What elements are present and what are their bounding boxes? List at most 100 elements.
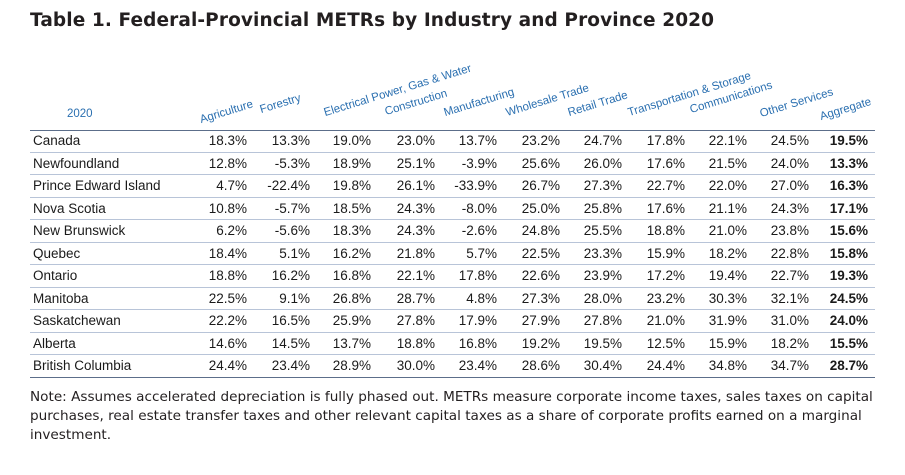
value-cell: 30.0% <box>396 358 435 373</box>
table-row: Quebec 18.4% 5.1% 16.2% 21.8% 5.7% 22.5% 23.3% 1… <box>30 243 875 265</box>
province-name: Newfoundland <box>33 155 120 171</box>
table-row: Canada 18.3% 13.3% 19.0% 23.0% 13.7% 23.2% 24.7… <box>30 130 875 153</box>
value-cell: 22.5% <box>521 245 560 261</box>
value-cell: 9.1% <box>279 290 310 306</box>
value-cell: 34.8% <box>708 358 747 373</box>
value-cell: 13.7% <box>332 335 371 351</box>
value-cell: 14.5% <box>271 335 310 351</box>
value-cell: 30.4% <box>583 358 622 373</box>
value-cell: 28.9% <box>332 358 371 373</box>
header-rule <box>30 130 875 131</box>
column-header-forestry: Forestry <box>258 92 303 116</box>
value-cell: 17.6% <box>646 155 685 171</box>
value-cell: 23.2% <box>521 133 560 148</box>
table-row: Newfoundland 12.8% -5.3% 18.9% 25.1% -3.9% 25.… <box>30 153 875 175</box>
province-name: Ontario <box>33 268 78 283</box>
value-cell: 25.6% <box>521 155 560 171</box>
value-cell: 18.9% <box>332 155 371 171</box>
table-row: Saskatchewan 22.2% 16.5% 25.9% 27.8% 17.9% 27.… <box>30 310 875 333</box>
value-cell: 21.5% <box>708 155 747 171</box>
value-cell: 17.8% <box>646 133 685 148</box>
value-cell: 28.7% <box>396 290 435 306</box>
value-cell: 18.2% <box>770 335 809 351</box>
value-cell: 24.4% <box>646 358 685 373</box>
value-cell: 18.5% <box>332 200 371 216</box>
value-cell: 16.8% <box>332 268 371 283</box>
value-cell: 19.5% <box>583 335 622 351</box>
table-row: British Columbia 24.4% 23.4% 28.9% 30.0% 23.4… <box>30 355 875 378</box>
value-cell: 26.0% <box>583 155 622 171</box>
value-cell: 24.8% <box>521 223 560 238</box>
value-cell: 24.3% <box>770 200 809 216</box>
value-cell: 23.3% <box>583 245 622 261</box>
value-cell: 23.2% <box>646 290 685 306</box>
table-row: Manitoba 22.5% 9.1% 26.8% 28.7% 4.8% 27.3% 28.0… <box>30 288 875 310</box>
value-cell: 25.9% <box>332 313 371 328</box>
value-cell: 25.5% <box>583 223 622 238</box>
value-cell: 22.1% <box>396 268 435 283</box>
value-cell: 16.2% <box>271 268 310 283</box>
value-cell: 16.2% <box>332 245 371 261</box>
value-cell: 27.3% <box>521 290 560 306</box>
value-cell: 28.0% <box>583 290 622 306</box>
value-cell: 17.2% <box>646 268 685 283</box>
value-cell: 19.8% <box>332 178 371 193</box>
value-cell: -5.7% <box>274 200 310 216</box>
value-cell: 19.4% <box>708 268 747 283</box>
province-name: Manitoba <box>33 290 89 306</box>
value-cell: 24.5% <box>770 133 809 148</box>
value-cell: -33.9% <box>454 178 497 193</box>
value-cell: 21.0% <box>708 223 747 238</box>
table-title: Table 1. Federal-Provincial METRs by Ind… <box>30 10 715 31</box>
province-name: Nova Scotia <box>33 200 106 216</box>
value-cell: 24.0% <box>770 155 809 171</box>
aggregate-cell: 13.3% <box>829 155 868 171</box>
value-cell: 16.8% <box>458 335 497 351</box>
aggregate-cell: 24.5% <box>829 290 868 306</box>
value-cell: 24.3% <box>396 200 435 216</box>
value-cell: -22.4% <box>267 178 310 193</box>
value-cell: -5.3% <box>274 155 310 171</box>
value-cell: 30.3% <box>708 290 747 306</box>
aggregate-cell: 15.8% <box>829 245 868 261</box>
aggregate-cell: 15.6% <box>829 223 868 238</box>
value-cell: 23.4% <box>458 358 497 373</box>
table-row: Ontario 18.8% 16.2% 16.8% 22.1% 17.8% 22.6% 23.… <box>30 265 875 288</box>
value-cell: 10.8% <box>208 200 247 216</box>
value-cell: 25.8% <box>583 200 622 216</box>
value-cell: 31.0% <box>770 313 809 328</box>
value-cell: 32.1% <box>770 290 809 306</box>
value-cell: 27.9% <box>521 313 560 328</box>
table-row: New Brunswick 6.2% -5.6% 18.3% 24.3% -2.6% 24.… <box>30 220 875 243</box>
value-cell: 28.6% <box>521 358 560 373</box>
value-cell: 17.9% <box>458 313 497 328</box>
value-cell: 23.4% <box>271 358 310 373</box>
province-name: Canada <box>33 133 81 148</box>
value-cell: 26.8% <box>332 290 371 306</box>
year-label: 2020 <box>67 108 93 120</box>
value-cell: 23.8% <box>770 223 809 238</box>
value-cell: 22.0% <box>708 178 747 193</box>
value-cell: 17.8% <box>458 268 497 283</box>
value-cell: 31.9% <box>708 313 747 328</box>
aggregate-cell: 15.5% <box>829 335 868 351</box>
value-cell: 24.4% <box>208 358 247 373</box>
column-header-manufacturing: Manufacturing <box>442 86 516 119</box>
value-cell: 34.7% <box>770 358 809 373</box>
value-cell: 22.5% <box>208 290 247 306</box>
value-cell: 19.2% <box>521 335 560 351</box>
value-cell: 16.5% <box>271 313 310 328</box>
aggregate-cell: 24.0% <box>829 313 868 328</box>
aggregate-cell: 17.1% <box>829 200 868 216</box>
table-row: Prince Edward Island 4.7% -22.4% 19.8% 26.1%… <box>30 175 875 198</box>
value-cell: 27.3% <box>583 178 622 193</box>
value-cell: -5.6% <box>274 223 310 238</box>
value-cell: 22.6% <box>521 268 560 283</box>
value-cell: -8.0% <box>461 200 497 216</box>
value-cell: 24.3% <box>396 223 435 238</box>
value-cell: 25.0% <box>521 200 560 216</box>
value-cell: 23.0% <box>396 133 435 148</box>
value-cell: -2.6% <box>461 223 497 238</box>
value-cell: 22.7% <box>770 268 809 283</box>
value-cell: 21.8% <box>396 245 435 261</box>
